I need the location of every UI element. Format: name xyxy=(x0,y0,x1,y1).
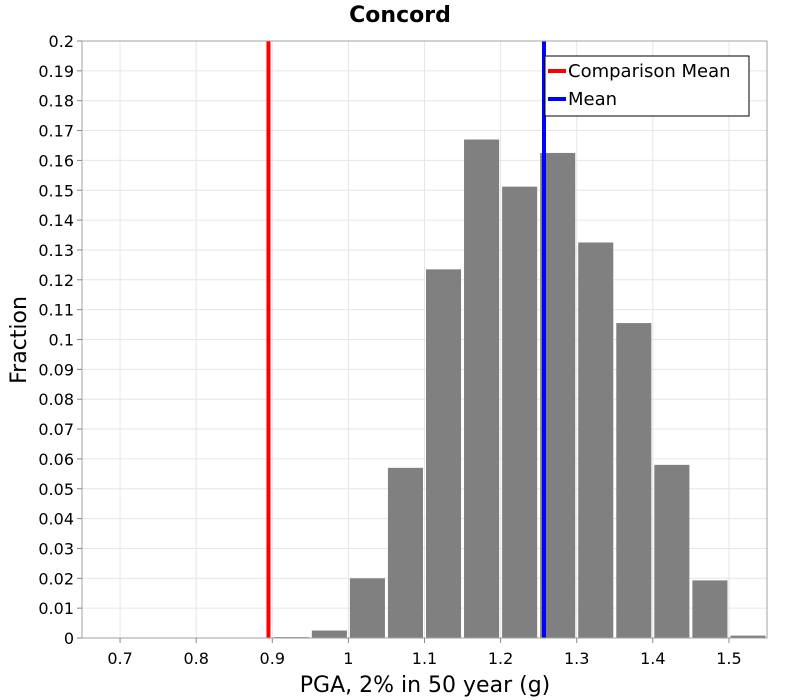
x-tick-label: 1.4 xyxy=(640,649,665,668)
histogram-bar xyxy=(464,139,500,638)
histogram-bar xyxy=(578,242,614,639)
x-tick-label: 1.3 xyxy=(564,649,589,668)
histogram-bar xyxy=(426,269,462,638)
y-tick-label: 0.2 xyxy=(49,32,74,51)
legend: Comparison Mean Mean xyxy=(544,55,750,117)
x-tick-label: 0.7 xyxy=(107,649,132,668)
x-axis: 0.7 0.8 0.9 1 1.1 1.2 1.3 1.4 1.5 xyxy=(107,638,742,668)
histogram-bar xyxy=(311,630,347,638)
y-tick-label: 0 xyxy=(64,629,74,648)
histogram-bar xyxy=(349,578,385,638)
legend-box xyxy=(544,55,750,117)
x-tick-label: 1.1 xyxy=(412,649,437,668)
y-tick-label: 0.02 xyxy=(38,569,74,588)
y-tick-label: 0.13 xyxy=(38,241,74,260)
y-tick-label: 0.05 xyxy=(38,480,74,499)
y-tick-label: 0.08 xyxy=(38,390,74,409)
grid-lines xyxy=(82,40,767,639)
legend-label-mean: Mean xyxy=(568,89,617,110)
y-axis-label: Fraction xyxy=(7,296,32,384)
histogram-bar xyxy=(730,635,766,638)
y-tick-label: 0.17 xyxy=(38,122,74,141)
histogram-bar xyxy=(387,467,423,638)
y-tick-label: 0.15 xyxy=(38,181,74,200)
y-tick-label: 0.09 xyxy=(38,360,74,379)
histogram-bar xyxy=(502,186,538,638)
y-axis: 0 0.01 0.02 0.03 0.04 0.05 0.06 0.07 0.08 0.09 0.1… xyxy=(38,32,82,648)
y-tick-label: 0.14 xyxy=(38,211,74,230)
legend-label-comparison-mean: Comparison Mean xyxy=(568,61,731,82)
y-tick-label: 0.06 xyxy=(38,450,74,469)
y-tick-label: 0.03 xyxy=(38,539,74,558)
x-tick-label: 0.8 xyxy=(183,649,208,668)
y-tick-label: 0.18 xyxy=(38,92,74,111)
histogram-bar xyxy=(616,323,652,638)
y-tick-label: 0.19 xyxy=(38,62,74,81)
y-tick-label: 0.1 xyxy=(49,331,74,350)
y-tick-label: 0.12 xyxy=(38,271,74,290)
y-tick-label: 0.01 xyxy=(38,599,74,618)
histogram-bar xyxy=(692,580,728,638)
histogram-bar xyxy=(654,464,690,638)
x-axis-label: PGA, 2% in 50 year (g) xyxy=(300,673,551,698)
y-tick-label: 0.11 xyxy=(38,301,74,320)
mean-lines xyxy=(266,41,546,638)
y-tick-label: 0.04 xyxy=(38,510,74,529)
histogram-bar xyxy=(540,152,576,638)
x-tick-label: 1.2 xyxy=(488,649,513,668)
chart-title: Concord xyxy=(349,3,451,28)
x-tick-label: 0.9 xyxy=(260,649,285,668)
y-tick-label: 0.07 xyxy=(38,420,74,439)
x-tick-label: 1 xyxy=(343,649,353,668)
x-tick-label: 1.5 xyxy=(716,649,741,668)
y-tick-label: 0.16 xyxy=(38,151,74,170)
histogram-bars xyxy=(273,139,766,639)
